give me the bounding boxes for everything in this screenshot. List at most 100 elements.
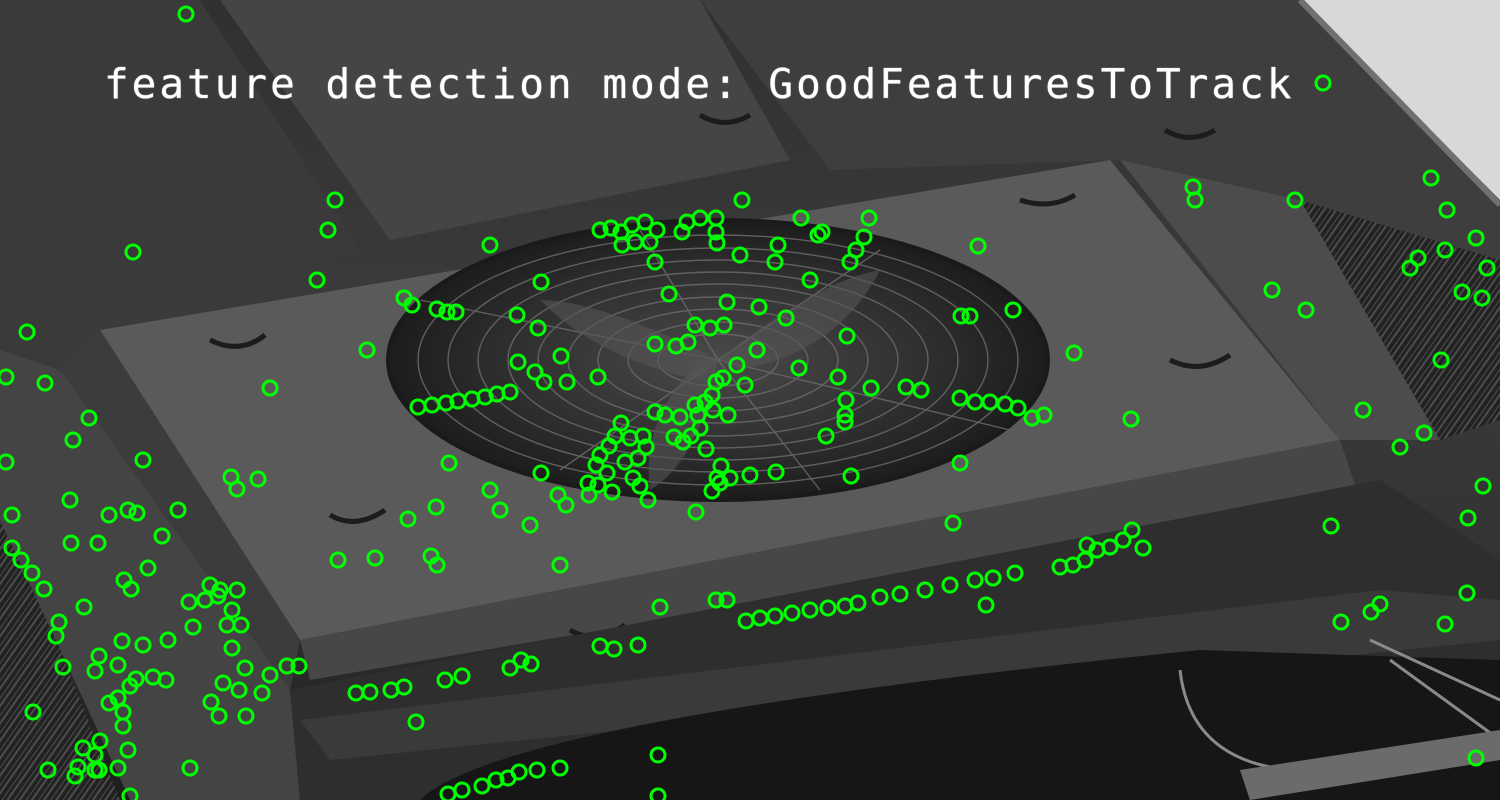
feature-point-marker	[1354, 401, 1372, 419]
feature-point-marker	[686, 396, 704, 414]
feature-point-marker	[707, 209, 725, 227]
feature-point-marker	[966, 393, 984, 411]
feature-point-marker	[481, 236, 499, 254]
feature-point-marker	[509, 353, 527, 371]
feature-point-marker	[641, 233, 659, 251]
feature-point-marker	[916, 581, 934, 599]
feature-point-marker	[707, 591, 725, 609]
feature-point-marker	[1035, 406, 1053, 424]
feature-point-marker	[704, 401, 722, 419]
feature-point-marker	[366, 549, 384, 567]
feature-point-marker	[977, 596, 995, 614]
feature-point-marker	[580, 486, 598, 504]
feature-point-marker	[358, 341, 376, 359]
feature-point-marker	[50, 613, 68, 631]
feature-point-marker	[522, 655, 540, 673]
feature-point-marker	[3, 539, 21, 557]
feature-point-marker	[951, 389, 969, 407]
feature-point-marker	[439, 785, 457, 800]
feature-point-marker	[122, 580, 140, 598]
feature-point-marker	[801, 271, 819, 289]
feature-point-marker	[552, 347, 570, 365]
feature-point-marker	[90, 647, 108, 665]
feature-point-marker	[535, 373, 553, 391]
feature-point-marker	[100, 694, 118, 712]
feature-point-marker	[440, 454, 458, 472]
feature-point-marker	[1438, 201, 1456, 219]
feature-point-marker	[897, 378, 915, 396]
feature-point-marker	[361, 683, 379, 701]
feature-point-marker	[646, 253, 664, 271]
feature-point-marker	[24, 703, 42, 721]
feature-point-marker	[801, 601, 819, 619]
feature-point-marker	[210, 707, 228, 725]
feature-point-marker	[783, 604, 801, 622]
feature-point-marker	[1263, 281, 1281, 299]
feature-point-marker	[153, 527, 171, 545]
feature-point-marker	[984, 569, 1002, 587]
feature-point-marker	[1432, 351, 1450, 369]
feature-point-marker	[409, 398, 427, 416]
feature-point-marker	[602, 219, 620, 237]
feature-point-marker	[144, 668, 162, 686]
feature-point-marker	[36, 374, 54, 392]
feature-point-marker	[423, 396, 441, 414]
feature-point-marker	[80, 409, 98, 427]
feature-point-marker	[124, 243, 142, 261]
feature-point-marker	[526, 363, 544, 381]
feature-point-marker	[637, 438, 655, 456]
feature-point-marker	[686, 316, 704, 334]
feature-point-marker	[228, 480, 246, 498]
feature-point-marker	[438, 303, 456, 321]
detection-mode-label: feature detection mode: GoodFeaturesToTr…	[104, 60, 1295, 108]
feature-point-marker	[551, 759, 569, 777]
feature-point-marker	[86, 662, 104, 680]
feature-point-marker	[532, 273, 550, 291]
feature-point-marker	[708, 234, 726, 252]
feature-point-marker	[733, 191, 751, 209]
feature-point-marker	[75, 598, 93, 616]
feature-point-marker	[649, 787, 667, 800]
feature-point-marker	[944, 514, 962, 532]
feature-point-marker	[253, 684, 271, 702]
feature-point-marker	[718, 591, 736, 609]
roof-panel-left	[0, 0, 360, 350]
feature-point-marker	[528, 761, 546, 779]
feature-point-marker	[838, 327, 856, 345]
feature-point-marker	[591, 446, 609, 464]
roof-panel-center	[220, 0, 790, 240]
feature-point-marker	[1478, 259, 1496, 277]
feature-point-marker	[236, 659, 254, 677]
feature-point-marker	[177, 5, 195, 23]
feature-point-marker	[1436, 241, 1454, 259]
feature-point-marker	[1371, 595, 1389, 613]
feature-point-marker	[114, 717, 132, 735]
feature-point-marker	[589, 476, 607, 494]
feature-point-marker	[487, 771, 505, 789]
feature-point-marker	[23, 564, 41, 582]
feature-point-marker	[748, 341, 766, 359]
feature-point-marker	[1004, 301, 1022, 319]
feature-point-marker	[687, 503, 705, 521]
feature-point-marker	[697, 440, 715, 458]
feature-point-marker	[39, 761, 57, 779]
feature-point-marker	[128, 504, 146, 522]
feature-point-marker	[817, 427, 835, 445]
feature-point-marker	[407, 713, 425, 731]
feature-point-marker	[629, 636, 647, 654]
feature-point-marker	[89, 534, 107, 552]
feature-point-marker	[891, 585, 909, 603]
feature-point-marker	[682, 427, 700, 445]
feature-point-marker	[211, 581, 229, 599]
feature-point-marker	[1474, 477, 1492, 495]
feature-point-marker	[481, 481, 499, 499]
feature-point-marker	[501, 383, 519, 401]
feature-point-marker	[12, 551, 30, 569]
feature-point-marker	[74, 739, 92, 757]
feature-point-marker	[836, 597, 854, 615]
feature-point-marker	[701, 319, 719, 337]
feature-point-marker	[671, 408, 689, 426]
feature-point-marker	[61, 491, 79, 509]
machinery-dark	[420, 650, 1500, 800]
feature-point-marker	[736, 376, 754, 394]
